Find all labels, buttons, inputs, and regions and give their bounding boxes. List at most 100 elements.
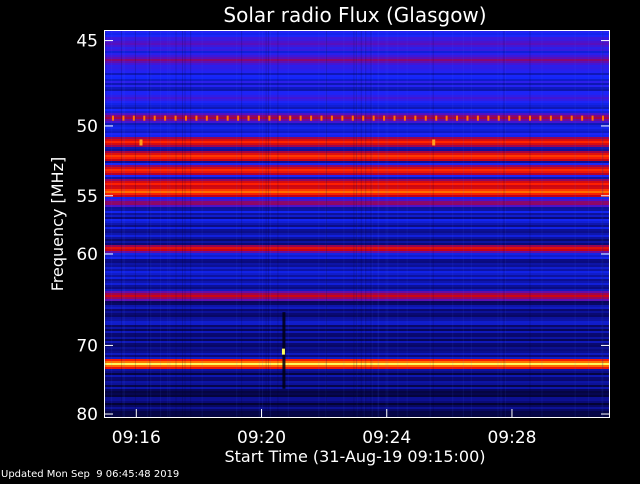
spectrum-row xyxy=(105,137,609,139)
spectrum-row xyxy=(105,335,609,337)
spectrum-row xyxy=(105,269,609,271)
spectrum-row xyxy=(105,303,609,305)
spectrum-row xyxy=(105,313,609,315)
spectrum-row xyxy=(105,225,609,227)
spectrum-row xyxy=(105,287,609,289)
spectrum-row xyxy=(105,235,609,237)
spectrum-row xyxy=(105,103,609,105)
time-streak xyxy=(277,31,279,417)
time-streak xyxy=(123,31,125,417)
time-streak xyxy=(541,31,543,417)
spectrum-row xyxy=(105,377,609,379)
spectrum-row xyxy=(105,251,609,253)
spectrum-row xyxy=(105,187,609,189)
spectrum-row xyxy=(105,289,609,291)
time-streak xyxy=(360,31,362,417)
spike-mark xyxy=(476,115,479,121)
spectrum-row xyxy=(105,343,609,345)
spectrum-row xyxy=(105,305,609,307)
spike-mark xyxy=(393,115,396,121)
spike-mark xyxy=(341,115,344,121)
spike-mark xyxy=(299,115,302,121)
spectrum-row xyxy=(105,381,609,383)
spectrum-row xyxy=(105,143,609,145)
spectrum-row xyxy=(105,179,609,181)
spectrum-row xyxy=(105,379,609,381)
spike-mark xyxy=(549,115,552,121)
spike-mark xyxy=(247,115,250,121)
spike-mark xyxy=(466,115,469,121)
spectrum-row xyxy=(105,61,609,63)
spike-mark xyxy=(237,115,240,121)
spectrum-row xyxy=(105,141,609,143)
spectrum-row xyxy=(105,75,609,77)
spike-mark xyxy=(383,115,386,121)
x-tick-label: 09:16 xyxy=(112,428,161,448)
time-streak xyxy=(355,31,357,417)
spectrum-row xyxy=(105,89,609,91)
spectrum-row xyxy=(105,315,609,317)
spectrum-row xyxy=(105,291,609,293)
spectrum-row xyxy=(105,323,609,325)
time-streak xyxy=(318,31,320,417)
spectrum-row xyxy=(105,183,609,185)
time-streak xyxy=(325,31,327,417)
time-streak xyxy=(371,31,373,417)
spectrum-row xyxy=(105,139,609,141)
spectrum-row xyxy=(105,147,609,149)
time-streak xyxy=(385,31,387,417)
spike-mark xyxy=(591,115,594,121)
spectrum-row xyxy=(105,391,609,393)
spectrum-row xyxy=(105,207,609,209)
spectrum-row xyxy=(105,223,609,225)
spectrum-row xyxy=(105,57,609,59)
spike-mark xyxy=(518,115,521,121)
spectrum-row xyxy=(105,39,609,41)
spectrum-row xyxy=(105,309,609,311)
time-streak xyxy=(268,31,270,417)
spectrum-row xyxy=(105,85,609,87)
spectrum-row xyxy=(105,369,609,371)
time-streak xyxy=(184,31,186,417)
time-streak xyxy=(529,31,531,417)
spectrum-row xyxy=(105,171,609,173)
spectrum-row xyxy=(105,249,609,251)
spectrum-row xyxy=(105,71,609,73)
time-streak xyxy=(149,31,151,417)
time-streak xyxy=(111,31,113,417)
time-streak xyxy=(265,31,267,417)
spectrum-row xyxy=(105,321,609,323)
spike-mark xyxy=(445,115,448,121)
time-streak xyxy=(601,31,603,417)
spectrum-row xyxy=(105,197,609,199)
spike-mark xyxy=(310,115,313,121)
spectrum-row xyxy=(105,131,609,133)
y-axis-label: Frequency [MHz] xyxy=(48,157,67,291)
spectrum-row xyxy=(105,363,609,365)
burst-point xyxy=(281,348,285,355)
x-tick-label: 09:28 xyxy=(487,428,536,448)
spectrum-row xyxy=(105,383,609,385)
spectrum-row xyxy=(105,119,609,121)
spike-mark xyxy=(205,115,208,121)
spectrum-row xyxy=(105,163,609,165)
time-streak xyxy=(377,31,379,417)
spectrum-row xyxy=(105,151,609,153)
time-streak xyxy=(325,31,327,417)
spectrum-row xyxy=(105,31,609,33)
spectrum-row xyxy=(105,239,609,241)
spectrum-row xyxy=(105,153,609,155)
spectrum-row xyxy=(105,191,609,193)
spike-mark xyxy=(435,115,438,121)
spectrum-row xyxy=(105,113,609,115)
spectrum-row xyxy=(105,37,609,39)
spectrum-row xyxy=(105,133,609,135)
time-streak xyxy=(387,31,389,417)
spectrum-row xyxy=(105,149,609,151)
spectrum-row xyxy=(105,173,609,175)
spectrum-row xyxy=(105,157,609,159)
burst-point xyxy=(139,139,143,146)
spectrum-row xyxy=(105,87,609,89)
spectrum-row xyxy=(105,215,609,217)
spectrum-row xyxy=(105,397,609,399)
